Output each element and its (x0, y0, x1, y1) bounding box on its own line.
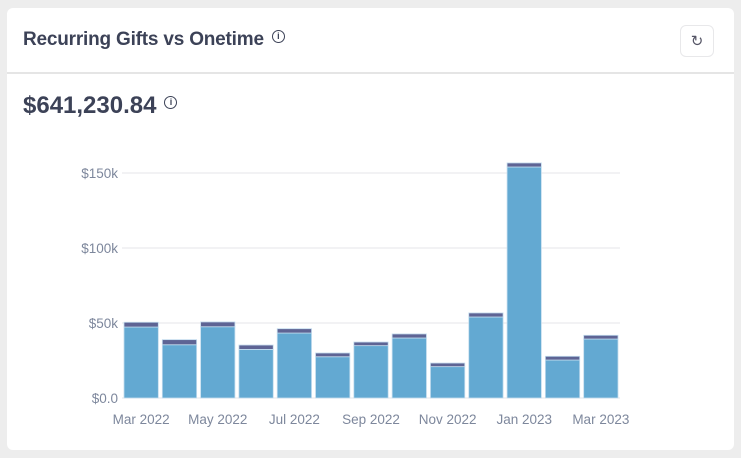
bar-lower (315, 356, 351, 399)
bar-lower (468, 316, 504, 399)
info-icon[interactable]: i (271, 30, 285, 44)
x-tick-label: Nov 2022 (419, 412, 477, 427)
bar-upper (161, 339, 198, 346)
y-tick-label: $0.0 (92, 391, 118, 406)
x-tick-label: Mar 2023 (572, 412, 629, 427)
bar-lower (123, 326, 159, 399)
bar-lower (200, 326, 236, 399)
x-tick-label: Sep 2022 (342, 412, 400, 427)
bar-upper (468, 312, 504, 318)
title-text: Recurring Gifts vs Onetime (23, 29, 264, 50)
total-amount: $641,230.84 i (23, 92, 178, 120)
bar-upper (506, 162, 542, 168)
bar-upper (430, 362, 466, 368)
card-title: Recurring Gifts vs Onetime i (23, 29, 285, 51)
bar-upper (353, 341, 389, 347)
bar-upper (544, 355, 581, 361)
x-tick-label: Mar 2022 (113, 412, 170, 427)
y-tick-label: $100k (81, 241, 118, 256)
bar-lower (544, 359, 581, 399)
bar-upper (583, 334, 619, 340)
bar-upper (315, 352, 351, 358)
y-tick-label: $50k (89, 316, 119, 331)
info-icon[interactable]: i (164, 96, 178, 110)
bar-lower (583, 338, 619, 399)
bar-upper (200, 321, 236, 328)
bar-lower (161, 344, 198, 399)
bar-lower (430, 366, 466, 399)
bar-lower (238, 348, 274, 399)
bar-lower (506, 166, 542, 399)
total-value: $641,230.84 (23, 92, 157, 119)
y-tick-label: $150k (81, 166, 118, 181)
refresh-icon: ↻ (690, 33, 704, 50)
x-tick-label: May 2022 (188, 412, 247, 427)
bar-upper (123, 321, 159, 328)
x-tick-label: Jan 2023 (496, 412, 552, 427)
bar-lower (391, 337, 427, 399)
refresh-button[interactable]: ↻ (680, 25, 714, 57)
bar-lower (276, 332, 312, 399)
bar-upper (238, 344, 274, 350)
x-tick-label: Jul 2022 (269, 412, 320, 427)
bar-upper (391, 333, 427, 339)
bar-lower (353, 345, 389, 399)
card-header: Recurring Gifts vs Onetime i ↻ (7, 8, 734, 74)
bar-upper (276, 328, 312, 334)
